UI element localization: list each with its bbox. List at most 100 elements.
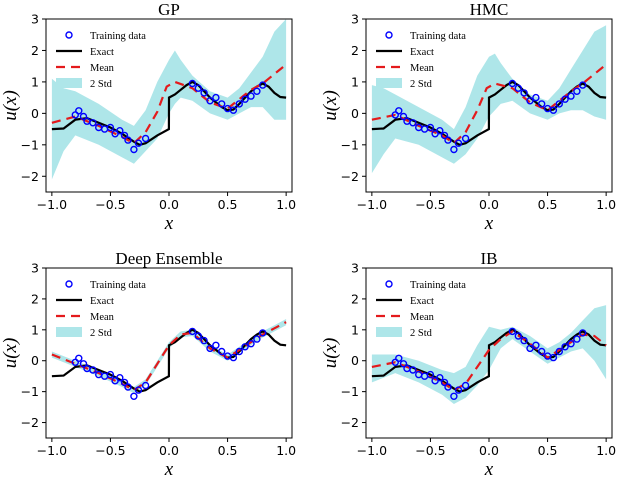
y-tick-label: −1 xyxy=(341,384,359,399)
training-point xyxy=(206,344,214,353)
x-tick-label: −1.0 xyxy=(37,197,67,212)
mean-line xyxy=(371,330,607,392)
training-point xyxy=(567,92,575,100)
y-axis-label: u(x) xyxy=(0,90,21,121)
y-tick-label: 3 xyxy=(31,12,39,27)
training-point xyxy=(426,370,435,379)
training-point xyxy=(538,347,546,356)
training-point xyxy=(395,354,403,362)
training-point xyxy=(124,383,132,391)
training-point xyxy=(116,126,124,135)
training-point xyxy=(532,93,540,102)
y-tick-label: 0 xyxy=(351,106,359,121)
training-point xyxy=(120,378,129,387)
training-point xyxy=(229,353,238,362)
x-tick-label: −1.0 xyxy=(357,443,387,458)
training-point xyxy=(75,107,83,115)
training-point xyxy=(235,100,244,108)
x-tick-label: 1.0 xyxy=(596,443,616,458)
training-point xyxy=(538,100,546,108)
y-tick-label: 1 xyxy=(31,74,39,89)
training-point xyxy=(440,131,449,140)
training-point xyxy=(194,332,203,340)
y-tick-label: 1 xyxy=(351,74,359,89)
training-point xyxy=(212,93,220,102)
training-point xyxy=(253,335,261,343)
y-tick-label: 3 xyxy=(351,12,359,27)
training-point xyxy=(520,336,528,345)
training-point xyxy=(200,336,208,345)
training-point xyxy=(124,136,132,144)
legend-label: Mean xyxy=(410,312,435,323)
x-tick-label: −0.5 xyxy=(95,197,125,212)
training-point xyxy=(579,329,587,337)
training-point xyxy=(241,343,249,351)
subplot-deep-ensemble: −1.0 −0.5 0.0 0.5 1.0 −2 −1 0 1 2 3 Deep Ensemble x u… xyxy=(0,249,296,480)
training-point xyxy=(436,126,444,135)
training-point xyxy=(440,378,449,387)
mean-line xyxy=(51,321,287,392)
training-point xyxy=(399,360,408,368)
legend-marker-std xyxy=(56,327,82,337)
training-point xyxy=(247,340,255,348)
legend-marker-training xyxy=(385,280,393,288)
legend-marker-std xyxy=(376,78,402,88)
training-point xyxy=(259,329,267,337)
training-point xyxy=(141,381,150,390)
training-point xyxy=(134,386,143,394)
y-tick-label: −2 xyxy=(341,169,359,184)
legend: Training data Exact Mean 2 Std xyxy=(56,280,146,339)
training-point xyxy=(549,106,558,114)
y-axis-label: u(x) xyxy=(0,338,21,369)
legend-label: Exact xyxy=(410,296,434,307)
x-tick-label: 1.0 xyxy=(276,443,296,458)
y-tick-label: 1 xyxy=(351,322,359,337)
y-tick-label: −2 xyxy=(21,415,39,430)
training-point xyxy=(508,79,517,88)
training-point xyxy=(75,354,83,362)
training-point xyxy=(79,112,88,121)
legend: Training data Exact Mean 2 Std xyxy=(56,31,146,90)
training-point xyxy=(514,84,522,92)
legend-marker-training xyxy=(385,31,393,39)
training-point xyxy=(454,139,463,147)
subplot-hmc: −1.0 −0.5 0.0 0.5 1.0 −2 −1 0 1 2 3 HMC x u(x) Trainin… xyxy=(320,0,616,234)
training-point xyxy=(229,106,238,114)
training-point xyxy=(526,97,534,105)
training-point xyxy=(426,123,435,132)
training-point xyxy=(89,366,97,374)
training-point xyxy=(217,100,226,108)
training-point xyxy=(235,347,244,356)
x-axis-label: x xyxy=(164,213,174,234)
training-point xyxy=(106,123,115,132)
y-tick-label: 0 xyxy=(351,353,359,368)
subplot-gp: −1.0 −0.5 0.0 0.5 1.0 −2 −1 0 1 2 3 GP x u(x) Training… xyxy=(0,0,296,234)
legend-marker-training xyxy=(65,31,73,39)
training-point xyxy=(567,340,575,348)
y-axis-label: u(x) xyxy=(320,338,341,369)
training-point xyxy=(454,386,463,394)
training-point xyxy=(395,107,403,115)
legend-label: Training data xyxy=(90,280,146,291)
training-point xyxy=(116,374,124,382)
training-point xyxy=(247,92,255,100)
x-tick-label: 0.5 xyxy=(538,443,558,458)
training-point xyxy=(206,97,214,105)
y-tick-label: 1 xyxy=(31,322,39,337)
training-point xyxy=(573,87,581,96)
training-point xyxy=(130,145,138,154)
training-point xyxy=(555,347,563,356)
y-tick-label: 3 xyxy=(351,261,359,276)
x-tick-label: 1.0 xyxy=(276,197,296,212)
training-point xyxy=(573,335,581,343)
training-point xyxy=(436,374,444,382)
training-point xyxy=(450,392,458,400)
training-point xyxy=(409,119,417,127)
legend-label: 2 Std xyxy=(410,328,433,339)
training-point xyxy=(253,87,261,96)
training-point xyxy=(79,360,88,368)
training-point xyxy=(106,370,115,379)
legend-label: Training data xyxy=(90,31,146,42)
legend: Training data Exact Mean 2 Std xyxy=(376,31,466,90)
x-axis-label: x xyxy=(164,459,174,480)
